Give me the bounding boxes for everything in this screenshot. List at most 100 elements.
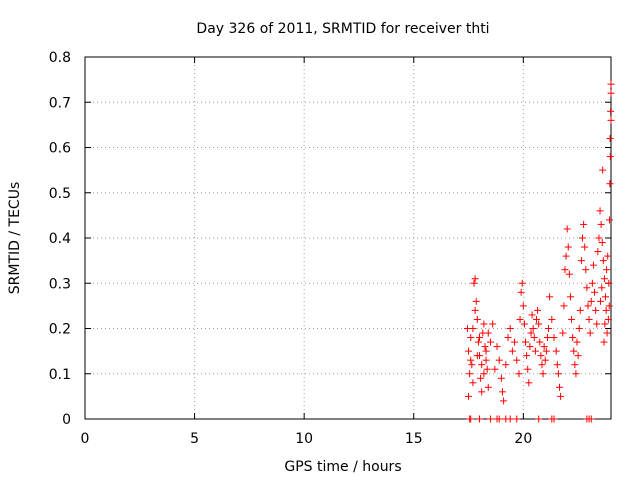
data-point [575, 325, 583, 332]
data-point [484, 383, 492, 391]
data-point [548, 315, 556, 323]
data-point [574, 352, 582, 360]
data-point [553, 361, 561, 369]
data-point [569, 334, 577, 342]
data-point [465, 392, 473, 400]
data-point [468, 361, 476, 369]
data-point [471, 275, 479, 283]
data-point [607, 80, 615, 88]
y-tick-label: 0.1 [49, 367, 71, 383]
data-point [534, 306, 542, 314]
data-point [596, 207, 604, 215]
data-point [535, 415, 543, 423]
data-point [486, 415, 494, 423]
data-point [599, 166, 607, 174]
data-point [545, 325, 553, 332]
data-point [491, 365, 499, 373]
data-point [522, 338, 530, 346]
data-point [607, 116, 615, 124]
data-point [541, 356, 549, 364]
data-point [597, 220, 605, 228]
data-point [519, 302, 527, 310]
x-tick-label: 20 [514, 431, 532, 447]
data-point [489, 320, 497, 328]
data-point [603, 329, 611, 337]
data-point [546, 293, 554, 301]
data-point [513, 415, 521, 423]
data-point [584, 302, 592, 310]
data-point [465, 347, 473, 355]
data-point [552, 347, 560, 355]
data-point [596, 297, 604, 305]
data-point [482, 347, 490, 355]
data-point [559, 329, 567, 337]
data-point [607, 107, 615, 115]
data-point [495, 356, 503, 364]
data-point [469, 379, 477, 387]
data-point [604, 252, 612, 260]
data-point [603, 266, 611, 274]
data-point [484, 329, 492, 337]
data-point [605, 279, 613, 287]
data-point [598, 284, 606, 292]
chart-title: Day 326 of 2011, SRMTID for receiver tht… [196, 21, 489, 37]
data-point [606, 153, 614, 161]
data-point [504, 334, 512, 342]
data-point [500, 397, 508, 405]
data-point [566, 293, 574, 301]
data-point [477, 374, 485, 382]
data-point [550, 334, 558, 342]
data-point [573, 338, 581, 346]
data-point [529, 325, 537, 332]
data-points [463, 80, 615, 423]
axis-ticks [84, 56, 611, 420]
data-point [593, 320, 601, 328]
data-point [470, 279, 478, 287]
data-point [561, 266, 569, 274]
data-point [497, 374, 505, 382]
data-point [555, 383, 563, 391]
data-point [523, 352, 531, 360]
data-point [576, 306, 584, 314]
data-point [535, 320, 543, 328]
data-point [583, 284, 591, 292]
data-point [527, 329, 535, 337]
data-point [506, 325, 514, 332]
data-point [513, 356, 521, 364]
data-point [532, 315, 540, 323]
data-point [467, 356, 475, 364]
data-point [473, 315, 481, 323]
data-point [598, 239, 606, 247]
data-point [580, 220, 588, 228]
data-point [577, 257, 585, 265]
plot-frame [84, 56, 612, 420]
data-point [502, 361, 510, 369]
data-point [599, 257, 607, 265]
data-point [466, 370, 474, 378]
data-point [605, 216, 613, 224]
x-tick-label: 15 [405, 431, 423, 447]
data-point [585, 315, 593, 323]
data-point [517, 288, 525, 296]
data-point [478, 388, 486, 396]
data-point [571, 361, 579, 369]
data-point [481, 343, 489, 351]
data-point [560, 302, 568, 310]
data-point [594, 248, 602, 256]
data-point [471, 306, 479, 314]
data-point [531, 347, 539, 355]
data-point [557, 392, 565, 400]
data-point [506, 415, 514, 423]
y-tick-label: 0.7 [49, 95, 71, 111]
grid [85, 57, 611, 419]
data-point [508, 347, 516, 355]
data-point [554, 370, 562, 378]
data-point [528, 311, 536, 319]
y-tick-labels: 0 0.1 0.2 0.3 0.4 0.5 0.6 0.7 0.8 [49, 50, 71, 428]
data-point [602, 306, 610, 314]
data-point [480, 370, 488, 378]
y-tick-label: 0 [62, 412, 71, 428]
data-point [536, 338, 544, 346]
y-tick-label: 0.3 [49, 276, 71, 292]
